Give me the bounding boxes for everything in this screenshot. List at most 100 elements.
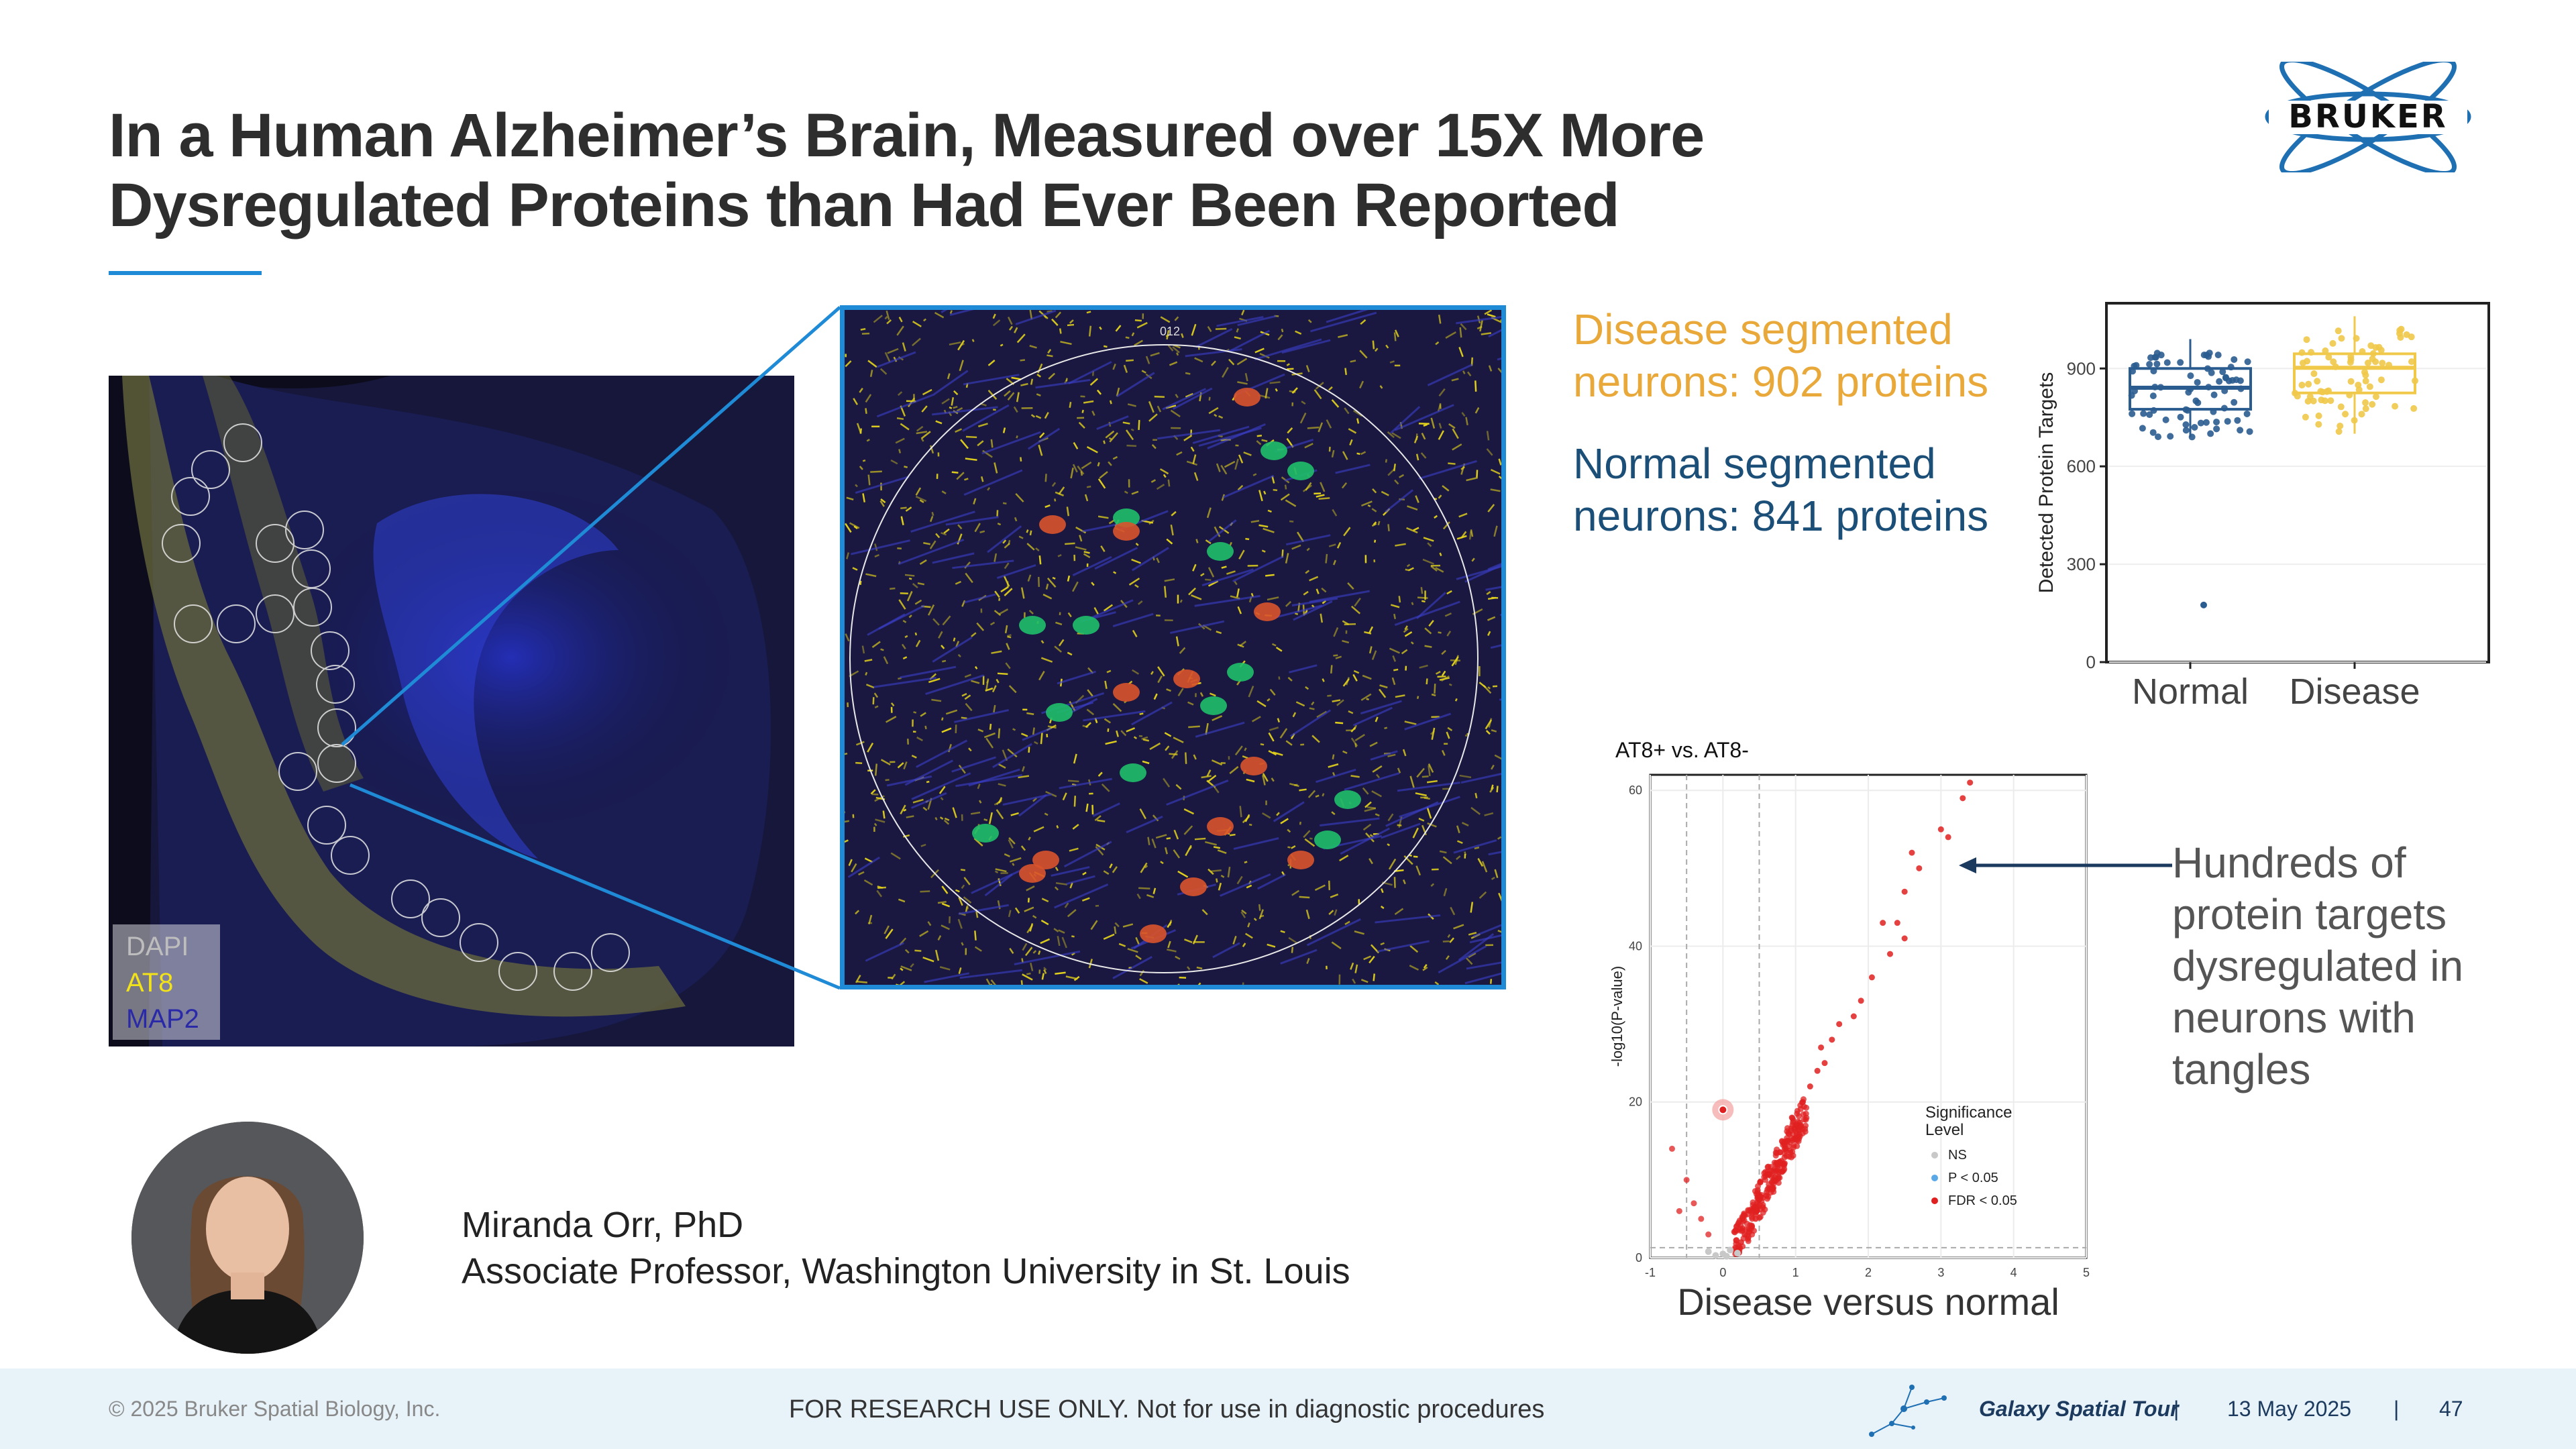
at8-speck: [1375, 813, 1380, 817]
at8-speck: [1252, 473, 1257, 476]
volcano-x-tick-label: 0: [1719, 1266, 1726, 1279]
at8-speck: [1027, 574, 1032, 582]
at8-speck: [861, 645, 865, 654]
boxplot-point: [2213, 419, 2220, 426]
at8-speck: [1494, 754, 1501, 761]
at8-speck: [1330, 665, 1333, 674]
at8-speck: [1221, 566, 1227, 569]
at8-speck: [900, 423, 910, 431]
at8-speck: [1232, 935, 1237, 945]
at8-speck: [1043, 969, 1047, 975]
at8-speck: [927, 604, 935, 616]
at8-speck: [1277, 334, 1283, 341]
at8-speck: [1012, 863, 1015, 866]
at8-speck: [1220, 874, 1225, 878]
at8-speck: [1210, 692, 1216, 697]
at8-speck: [1179, 976, 1187, 979]
map2-fiber: [1397, 782, 1460, 792]
map2-fiber: [987, 525, 1022, 553]
at8-speck: [1451, 378, 1459, 382]
red-neuron: [1180, 877, 1207, 896]
at8-speck: [1305, 686, 1309, 690]
at8-speck: [890, 587, 896, 590]
at8-speck: [1269, 381, 1281, 384]
map2-fiber: [963, 374, 1020, 386]
at8-speck: [1123, 364, 1128, 373]
at8-speck: [861, 332, 870, 335]
map2-fiber: [955, 773, 1022, 788]
at8-speck: [1248, 823, 1252, 826]
speaker-title: Associate Professor, Washington Universi…: [462, 1251, 1350, 1291]
at8-speck: [939, 966, 951, 971]
at8-speck: [1208, 407, 1219, 415]
map2-fiber: [1195, 721, 1245, 738]
volcano-point-fdr: [1788, 1154, 1794, 1161]
at8-speck: [1228, 358, 1235, 366]
at8-speck: [1344, 920, 1350, 925]
at8-speck: [1410, 641, 1414, 645]
at8-speck: [982, 676, 985, 685]
at8-speck: [922, 806, 928, 811]
at8-speck: [1336, 699, 1344, 706]
at8-speck: [1026, 972, 1031, 975]
at8-speck: [1149, 742, 1161, 751]
volcano-legend-label: FDR < 0.05: [1948, 1193, 2017, 1208]
at8-speck: [1261, 549, 1266, 553]
at8-speck: [1326, 965, 1328, 969]
at8-speck: [1256, 435, 1263, 437]
at8-speck: [1070, 468, 1074, 479]
at8-speck: [1244, 372, 1248, 382]
at8-speck: [1029, 530, 1032, 536]
at8-speck: [895, 437, 905, 444]
at8-speck: [1354, 734, 1365, 741]
at8-speck: [1014, 327, 1018, 333]
at8-speck: [1103, 345, 1108, 348]
disease-stat-line1: Disease segmented: [1573, 305, 1953, 354]
at8-speck: [1345, 630, 1348, 634]
at8-speck: [1394, 908, 1404, 916]
volcano-point-fdr: [1754, 1183, 1761, 1189]
at8-speck: [1109, 432, 1118, 443]
boxplot-point: [2222, 374, 2229, 381]
at8-speck: [1138, 735, 1143, 737]
at8-speck: [992, 319, 1001, 327]
map2-fiber: [1228, 329, 1271, 353]
footer-copyright: © 2025 Bruker Spatial Biology, Inc.: [109, 1397, 441, 1421]
at8-speck: [912, 731, 916, 733]
at8-speck: [1081, 409, 1084, 413]
map2-fiber: [962, 404, 1010, 432]
at8-speck: [1498, 892, 1501, 904]
at8-speck: [1350, 360, 1356, 363]
at8-speck: [1238, 454, 1244, 464]
at8-speck: [1360, 500, 1373, 507]
at8-speck: [1309, 576, 1319, 582]
map2-fiber: [1035, 378, 1091, 389]
at8-speck: [919, 499, 924, 503]
at8-speck: [864, 659, 873, 662]
boxplot-point: [2369, 355, 2376, 362]
boxplot-point: [2155, 433, 2162, 441]
at8-speck: [1148, 400, 1155, 413]
map2-fiber: [1027, 427, 1061, 450]
at8-speck: [1097, 478, 1106, 489]
at8-speck: [1291, 947, 1294, 953]
red-neuron: [1140, 924, 1167, 943]
at8-speck: [958, 967, 962, 974]
at8-speck: [1000, 872, 1008, 874]
at8-speck: [1453, 924, 1464, 930]
at8-speck: [997, 672, 1008, 676]
at8-speck: [1244, 747, 1247, 751]
at8-speck: [1244, 932, 1253, 939]
at8-speck: [1470, 806, 1481, 815]
volcano-point-ns: [1712, 1252, 1719, 1259]
at8-speck: [961, 692, 967, 697]
volcano-x-tick-label: 1: [1792, 1266, 1799, 1279]
at8-speck: [1256, 440, 1262, 445]
at8-speck: [990, 439, 994, 448]
at8-speck: [1151, 444, 1157, 449]
boxplot-point: [2224, 418, 2231, 425]
at8-speck: [855, 484, 858, 488]
at8-speck: [951, 397, 955, 406]
at8-speck: [1067, 575, 1071, 582]
map2-fiber: [1326, 310, 1369, 323]
